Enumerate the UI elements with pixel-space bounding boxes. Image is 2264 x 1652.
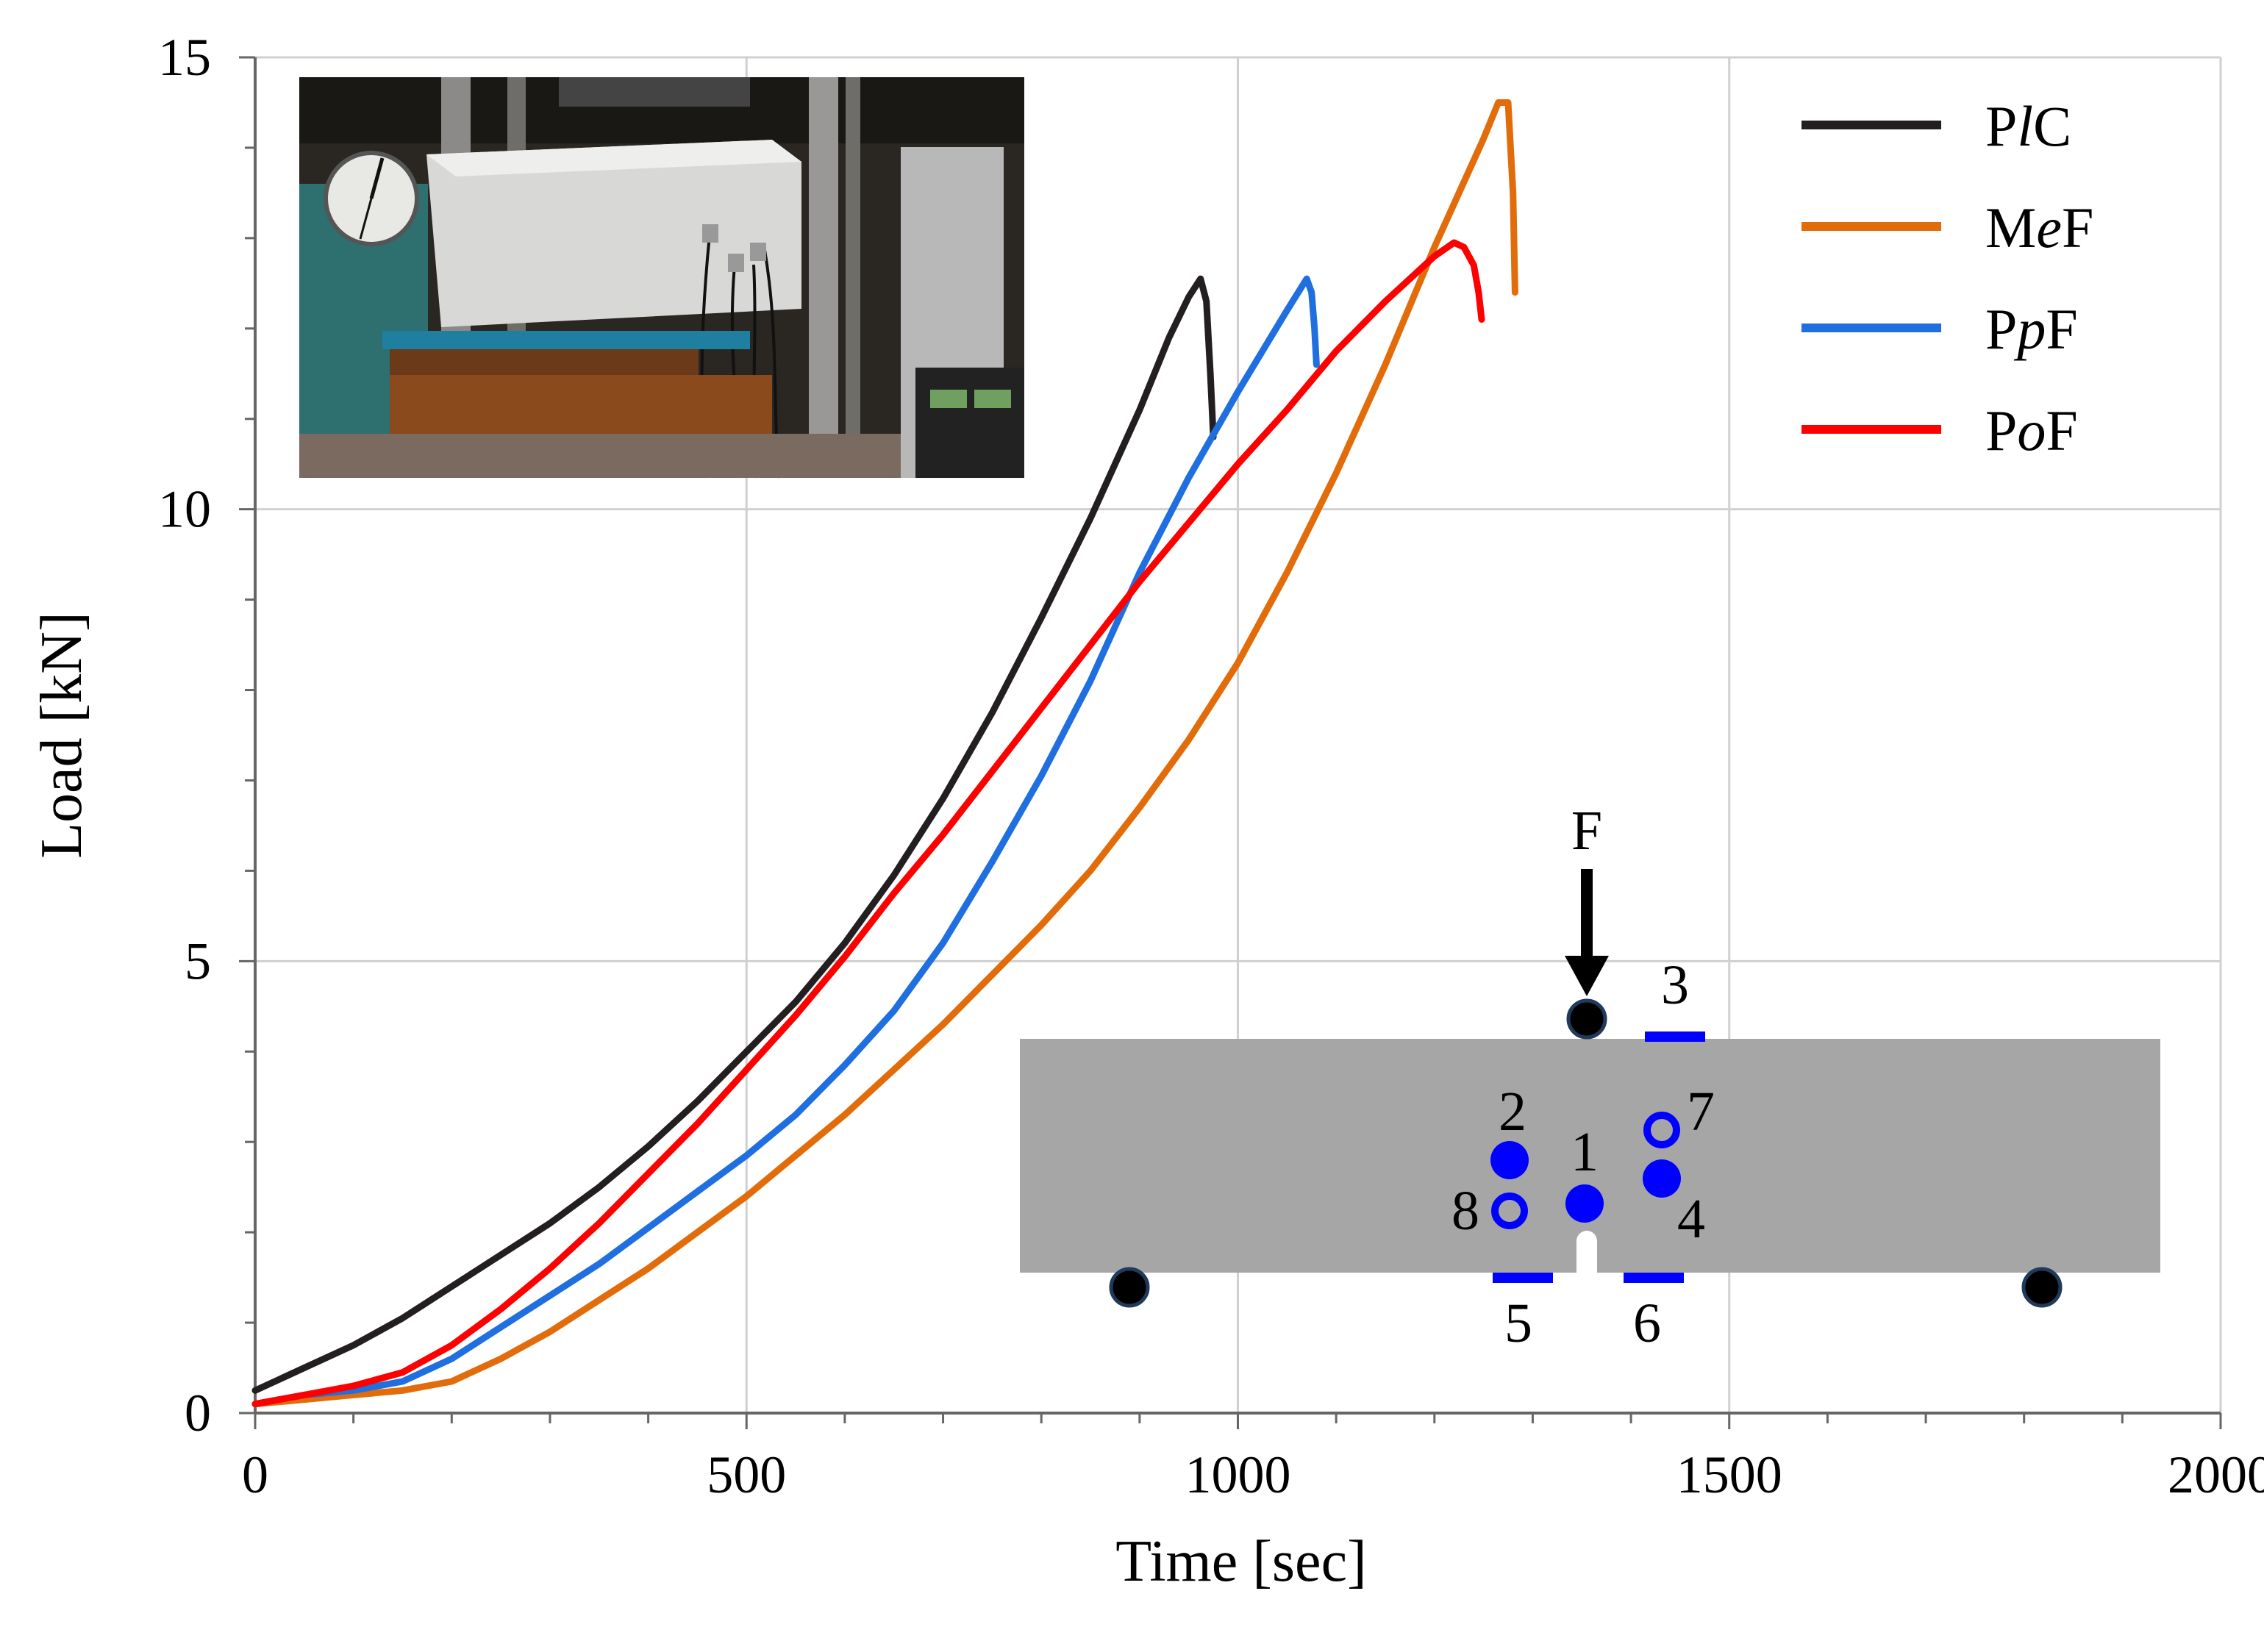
legend: PlC MeF PpF PoF <box>1801 94 2093 462</box>
y-tick-label: 10 <box>158 480 211 539</box>
series-layer <box>251 99 1518 1408</box>
legend-label-mef: MeF <box>1985 196 2093 260</box>
inset-photo <box>299 77 1024 479</box>
sensor-1 <box>1565 1184 1604 1223</box>
x-tick-label: 2000 <box>2168 1445 2264 1504</box>
y-tick-label: 15 <box>158 28 211 87</box>
sensor-label-7: 7 <box>1687 1081 1715 1143</box>
series-line-mef <box>251 99 1518 1408</box>
legend-label-plc: PlC <box>1985 94 2071 158</box>
y-tick-label: 0 <box>185 1384 211 1442</box>
x-tick-label: 0 <box>242 1445 268 1504</box>
support-left <box>1109 1267 1150 1308</box>
force-label: F <box>1571 800 1602 862</box>
sensor-3-bar <box>1645 1031 1705 1042</box>
series-line-pof <box>251 239 1485 1408</box>
x-tick-label: 500 <box>707 1445 786 1504</box>
sensor-7 <box>1643 1112 1680 1148</box>
force-arrow-icon <box>1565 956 1609 996</box>
sensor-label-4: 4 <box>1677 1188 1705 1250</box>
support-right <box>2021 1267 2063 1308</box>
series-line-plc <box>251 275 1217 1394</box>
y-axis-title: Load [kN] <box>29 612 94 858</box>
loading-point <box>1566 998 1607 1040</box>
sensor-label-5: 5 <box>1504 1292 1532 1354</box>
sensor-4 <box>1643 1159 1681 1198</box>
sensor-label-2: 2 <box>1499 1081 1526 1143</box>
x-tick-label: 1000 <box>1185 1445 1291 1504</box>
sensor-5-bar <box>1493 1273 1553 1283</box>
sensor-6-bar <box>1624 1273 1684 1283</box>
y-tick-label: 5 <box>185 932 211 990</box>
legend-label-ppf: PpF <box>1985 297 2078 361</box>
legend-label-pof: PoF <box>1985 398 2078 462</box>
sensor-label-6: 6 <box>1633 1292 1661 1354</box>
series-line-ppf <box>251 275 1320 1408</box>
sensor-label-8: 8 <box>1451 1180 1479 1242</box>
sensor-label-1: 1 <box>1571 1121 1599 1183</box>
x-axis-title: Time [sec] <box>1115 1529 1366 1594</box>
x-tick-label: 1500 <box>1676 1445 1782 1504</box>
sensor-8 <box>1491 1192 1528 1229</box>
beam-diagram: F 1 2 3 4 5 6 7 8 <box>1020 800 2160 1354</box>
sensor-label-3: 3 <box>1661 954 1689 1016</box>
sensor-2 <box>1490 1141 1529 1179</box>
axes <box>239 56 2222 1429</box>
